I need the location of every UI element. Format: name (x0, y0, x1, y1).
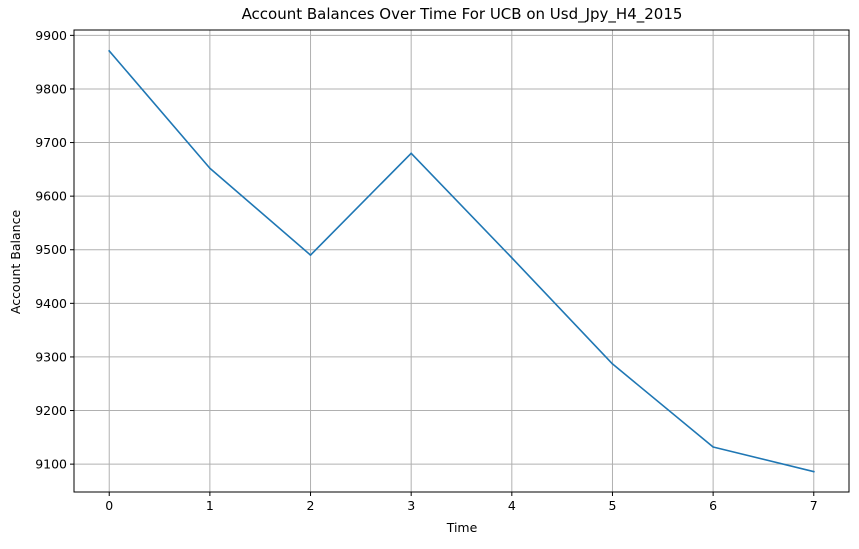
data-point (209, 167, 211, 170)
data-point (309, 254, 312, 256)
data-point (108, 50, 111, 52)
y-tick-label: 9700 (35, 135, 67, 150)
y-tick-label: 9600 (35, 189, 67, 204)
y-axis-label: Account Balance (8, 210, 23, 315)
data-point (812, 470, 815, 473)
x-axis-label: Time (446, 520, 478, 535)
data-point (712, 446, 714, 448)
data-point (410, 152, 412, 155)
y-tick-label: 9100 (35, 457, 67, 472)
x-tick-label: 1 (206, 498, 214, 513)
y-tick-label: 9500 (35, 242, 67, 257)
chart-title: Account Balances Over Time For UCB on Us… (242, 5, 683, 24)
y-tick-label: 9800 (35, 81, 67, 96)
y-tick-label: 9300 (35, 349, 67, 364)
series-line (108, 49, 815, 473)
x-tick-label: 4 (508, 498, 516, 513)
data-point (611, 363, 614, 365)
ticks-layer: 0 1 2 3 4 5 6 7 9100 9200 9300 9400 9500 9600 9700 9800… (35, 28, 818, 513)
x-tick-label: 0 (105, 498, 113, 513)
x-tick-label: 3 (407, 498, 415, 513)
y-tick-label: 9400 (35, 296, 67, 311)
x-tick-label: 5 (608, 498, 616, 513)
x-tick-label: 6 (709, 498, 717, 513)
x-tick-label: 7 (810, 498, 818, 513)
grid-layer (74, 30, 849, 492)
y-tick-label: 9200 (35, 403, 67, 418)
series-layer (108, 49, 815, 473)
y-tick-label: 9900 (35, 28, 67, 43)
plot-area-frame (73, 29, 850, 493)
x-tick-label: 2 (307, 498, 315, 513)
data-point (511, 256, 513, 259)
